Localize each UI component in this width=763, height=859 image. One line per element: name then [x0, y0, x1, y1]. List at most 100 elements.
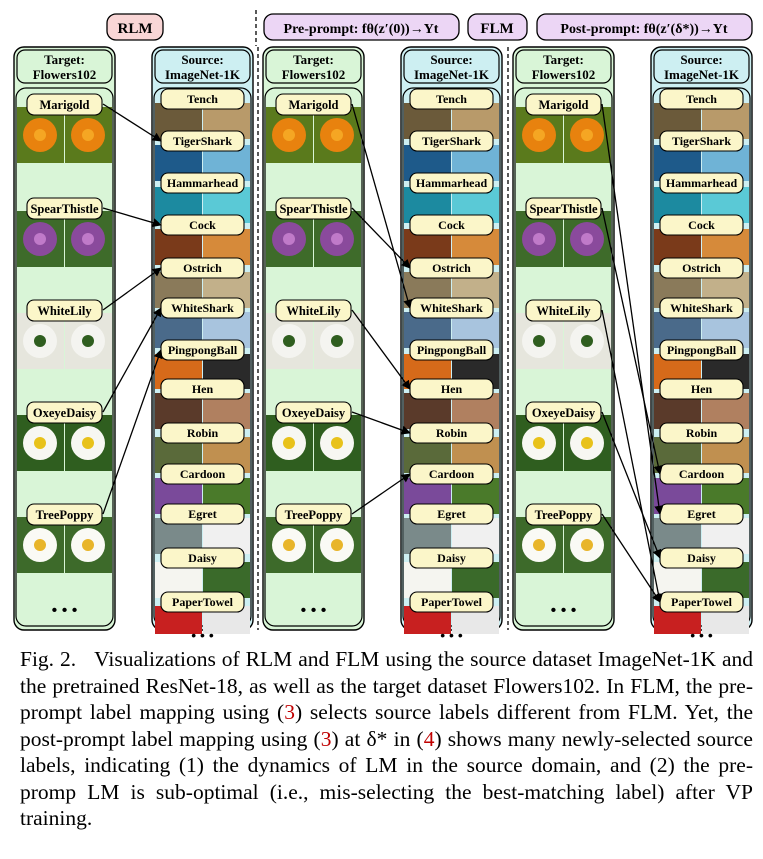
panel-3-source-label-box-1: [659, 88, 744, 110]
panel-2-source-label-box-1: [409, 88, 494, 110]
panel-1-target-ellipsis: • • •: [52, 602, 78, 619]
panel-1-target-4-flower-center-2: [82, 437, 94, 449]
panel-2-source-ellipsis: • • •: [440, 627, 463, 640]
panel-3-source-title-line-1: Source:: [680, 52, 722, 67]
panel-1-source-label-13: PaperTowel: [172, 595, 234, 609]
panel-1-source-label-11: Egret: [188, 507, 216, 521]
caption-ref-eq3-b[interactable]: 3: [320, 726, 332, 751]
caption-text-2: ) selects source labels different from F…: [20, 700, 753, 751]
panel-1-source-label-7: PingpongBall: [168, 343, 238, 357]
panel-1-source-label-2: TigerShark: [173, 134, 232, 148]
panel-3-source-title-box: [653, 49, 750, 84]
flm-header-label: FLM: [480, 21, 513, 37]
panel-1-source-label-box-11: [160, 503, 245, 525]
panel-1-target-label-box-5: [26, 503, 103, 526]
panel-1-source-title-box: [154, 49, 251, 84]
panel-3-target-label-box-3: [525, 299, 602, 322]
panel-1-source-label-1: Tench: [187, 92, 218, 106]
panel-2-source-label-box-11: [409, 503, 494, 525]
caption-ref-eq4[interactable]: 4: [423, 726, 435, 751]
panel-1-mapping-arrow-1: [102, 103, 162, 142]
panel-3-target-4-flower-center-1: [533, 437, 545, 449]
panel-1-source-title-line-2: ImageNet-1K: [165, 67, 241, 82]
panel-3-target-label-box-1: [525, 93, 602, 116]
panel-3-source-list-frame: [652, 87, 751, 627]
panel-3-source-label-box-5: [659, 257, 744, 279]
panel-3-source-label-box-9: [659, 422, 744, 444]
panel-2-target-label-box-5: [275, 503, 352, 526]
panel-3-source-label-box-7: [659, 339, 744, 361]
panel-2-target-title-line-2: Flowers102: [282, 67, 346, 82]
panel-2-source-label-8: Hen: [441, 382, 463, 396]
panel-2-target-1-flower-center-1: [283, 129, 295, 141]
panel-2-source-label-3: Hammarhead: [416, 176, 488, 190]
panel-3-source-label-7: PingpongBall: [667, 343, 737, 357]
panel-2-source-label-4: Cock: [438, 218, 465, 232]
caption-text-1: Visualizations of RLM and FLM using the …: [20, 647, 753, 724]
panel-2-target-label-1: Marigold: [289, 98, 339, 112]
panel-2-source-list-frame: [402, 87, 501, 627]
post-prompt-header-label: Post-prompt: fθ(z′(δ*))→Yt: [560, 22, 727, 37]
panel-3-source-label-3: Hammarhead: [666, 176, 738, 190]
panel-3-target-4-flower-center-2: [581, 437, 593, 449]
panel-3-target-2-flower-center-1: [533, 233, 545, 245]
panel-1-source-label-box-3: [160, 172, 245, 194]
panel-1-target-label-3: WhiteLily: [37, 304, 92, 318]
caption-figure-label: Fig. 2.: [20, 647, 77, 671]
panel-1-target-label-1: Marigold: [40, 98, 90, 112]
panel-1-target-5-flower-center-2: [82, 539, 94, 551]
panel-2-source-title-line-1: Source:: [430, 52, 472, 67]
panel-1-target-3-flower-center-1: [34, 335, 46, 347]
panel-2-mapping-arrow-4: [351, 411, 411, 435]
panel-2-target-label-5: TreePoppy: [285, 508, 344, 522]
panel-1-source-ellipsis: • • •: [191, 627, 214, 640]
panel-1-target-3-flower-center-2: [82, 335, 94, 347]
panel-2-target-2-flower-center-1: [283, 233, 295, 245]
panel-2-mapping-arrow-1: [351, 103, 413, 309]
panel-3-target-3-flower-center-2: [581, 335, 593, 347]
panel-2-source-label-11: Egret: [437, 507, 465, 521]
panel-1-target-label-box-2: [26, 197, 103, 220]
panel-3-target-label-box-2: [525, 197, 602, 220]
panel-2-source-label-5: Ostrich: [432, 261, 471, 275]
panel-3-target-label-box-5: [525, 503, 602, 526]
panel-2-target-label-box-2: [275, 197, 352, 220]
panel-3-target-2-flower-center-2: [581, 233, 593, 245]
panel-2-source-label-box-7: [409, 339, 494, 361]
panel-1-source-label-8: Hen: [192, 382, 214, 396]
panel-2-target-list-frame: [264, 87, 363, 627]
panel-3-source-label-13: PaperTowel: [671, 595, 733, 609]
caption-ref-eq3-a[interactable]: 3: [284, 700, 295, 724]
panel-2-target-label-4: OxeyeDaisy: [282, 406, 346, 420]
panel-3-target-5-flower-center-2: [581, 539, 593, 551]
panel-3-source-label-box-8: [659, 378, 744, 400]
panel-3-source-label-box-4: [659, 214, 744, 236]
panel-2-source-label-box-12: [409, 547, 494, 569]
panel-1-source-label-3: Hammarhead: [167, 176, 239, 190]
panel-1-source-label-4: Cock: [189, 218, 216, 232]
panel-1-target-5-flower-center-1: [34, 539, 46, 551]
panel-3-source-label-4: Cock: [688, 218, 715, 232]
panel-3-source-label-9: Robin: [686, 426, 718, 440]
panel-3-target-title-line-1: Target:: [543, 52, 584, 67]
panel-1-source-label-6: WhiteShark: [171, 301, 234, 315]
rlm-header-box: [106, 13, 164, 41]
panel-3-mapping-arrow-5: [601, 513, 661, 603]
panel-2-target-4-flower-center-2: [331, 437, 343, 449]
panel-3-source-label-2: TigerShark: [672, 134, 731, 148]
caption-text-3: ) at δ* in (: [331, 726, 424, 751]
panel-2-target-3-flower-center-2: [331, 335, 343, 347]
panel-2-source-label-12: Daisy: [437, 551, 466, 565]
panel-1-target-2-flower-center-2: [82, 233, 94, 245]
panel-3-source-ellipsis: • • •: [690, 627, 713, 640]
panel-3-mapping-arrow-4: [601, 411, 662, 559]
panel-2-target-4-flower-center-1: [283, 437, 295, 449]
caption-text-4: ) shows many newly-selected source label…: [20, 726, 753, 831]
panel-1-target-label-5: TreePoppy: [36, 508, 95, 522]
panel-1-source-label-box-1: [160, 88, 245, 110]
panel-1-target-column: [13, 46, 116, 631]
panel-2-target-1-flower-center-2: [331, 129, 343, 141]
panel-1-target-2-flower-center-1: [34, 233, 46, 245]
panel-1-target-title-box: [16, 49, 113, 84]
panel-2-source-label-13: PaperTowel: [421, 595, 483, 609]
